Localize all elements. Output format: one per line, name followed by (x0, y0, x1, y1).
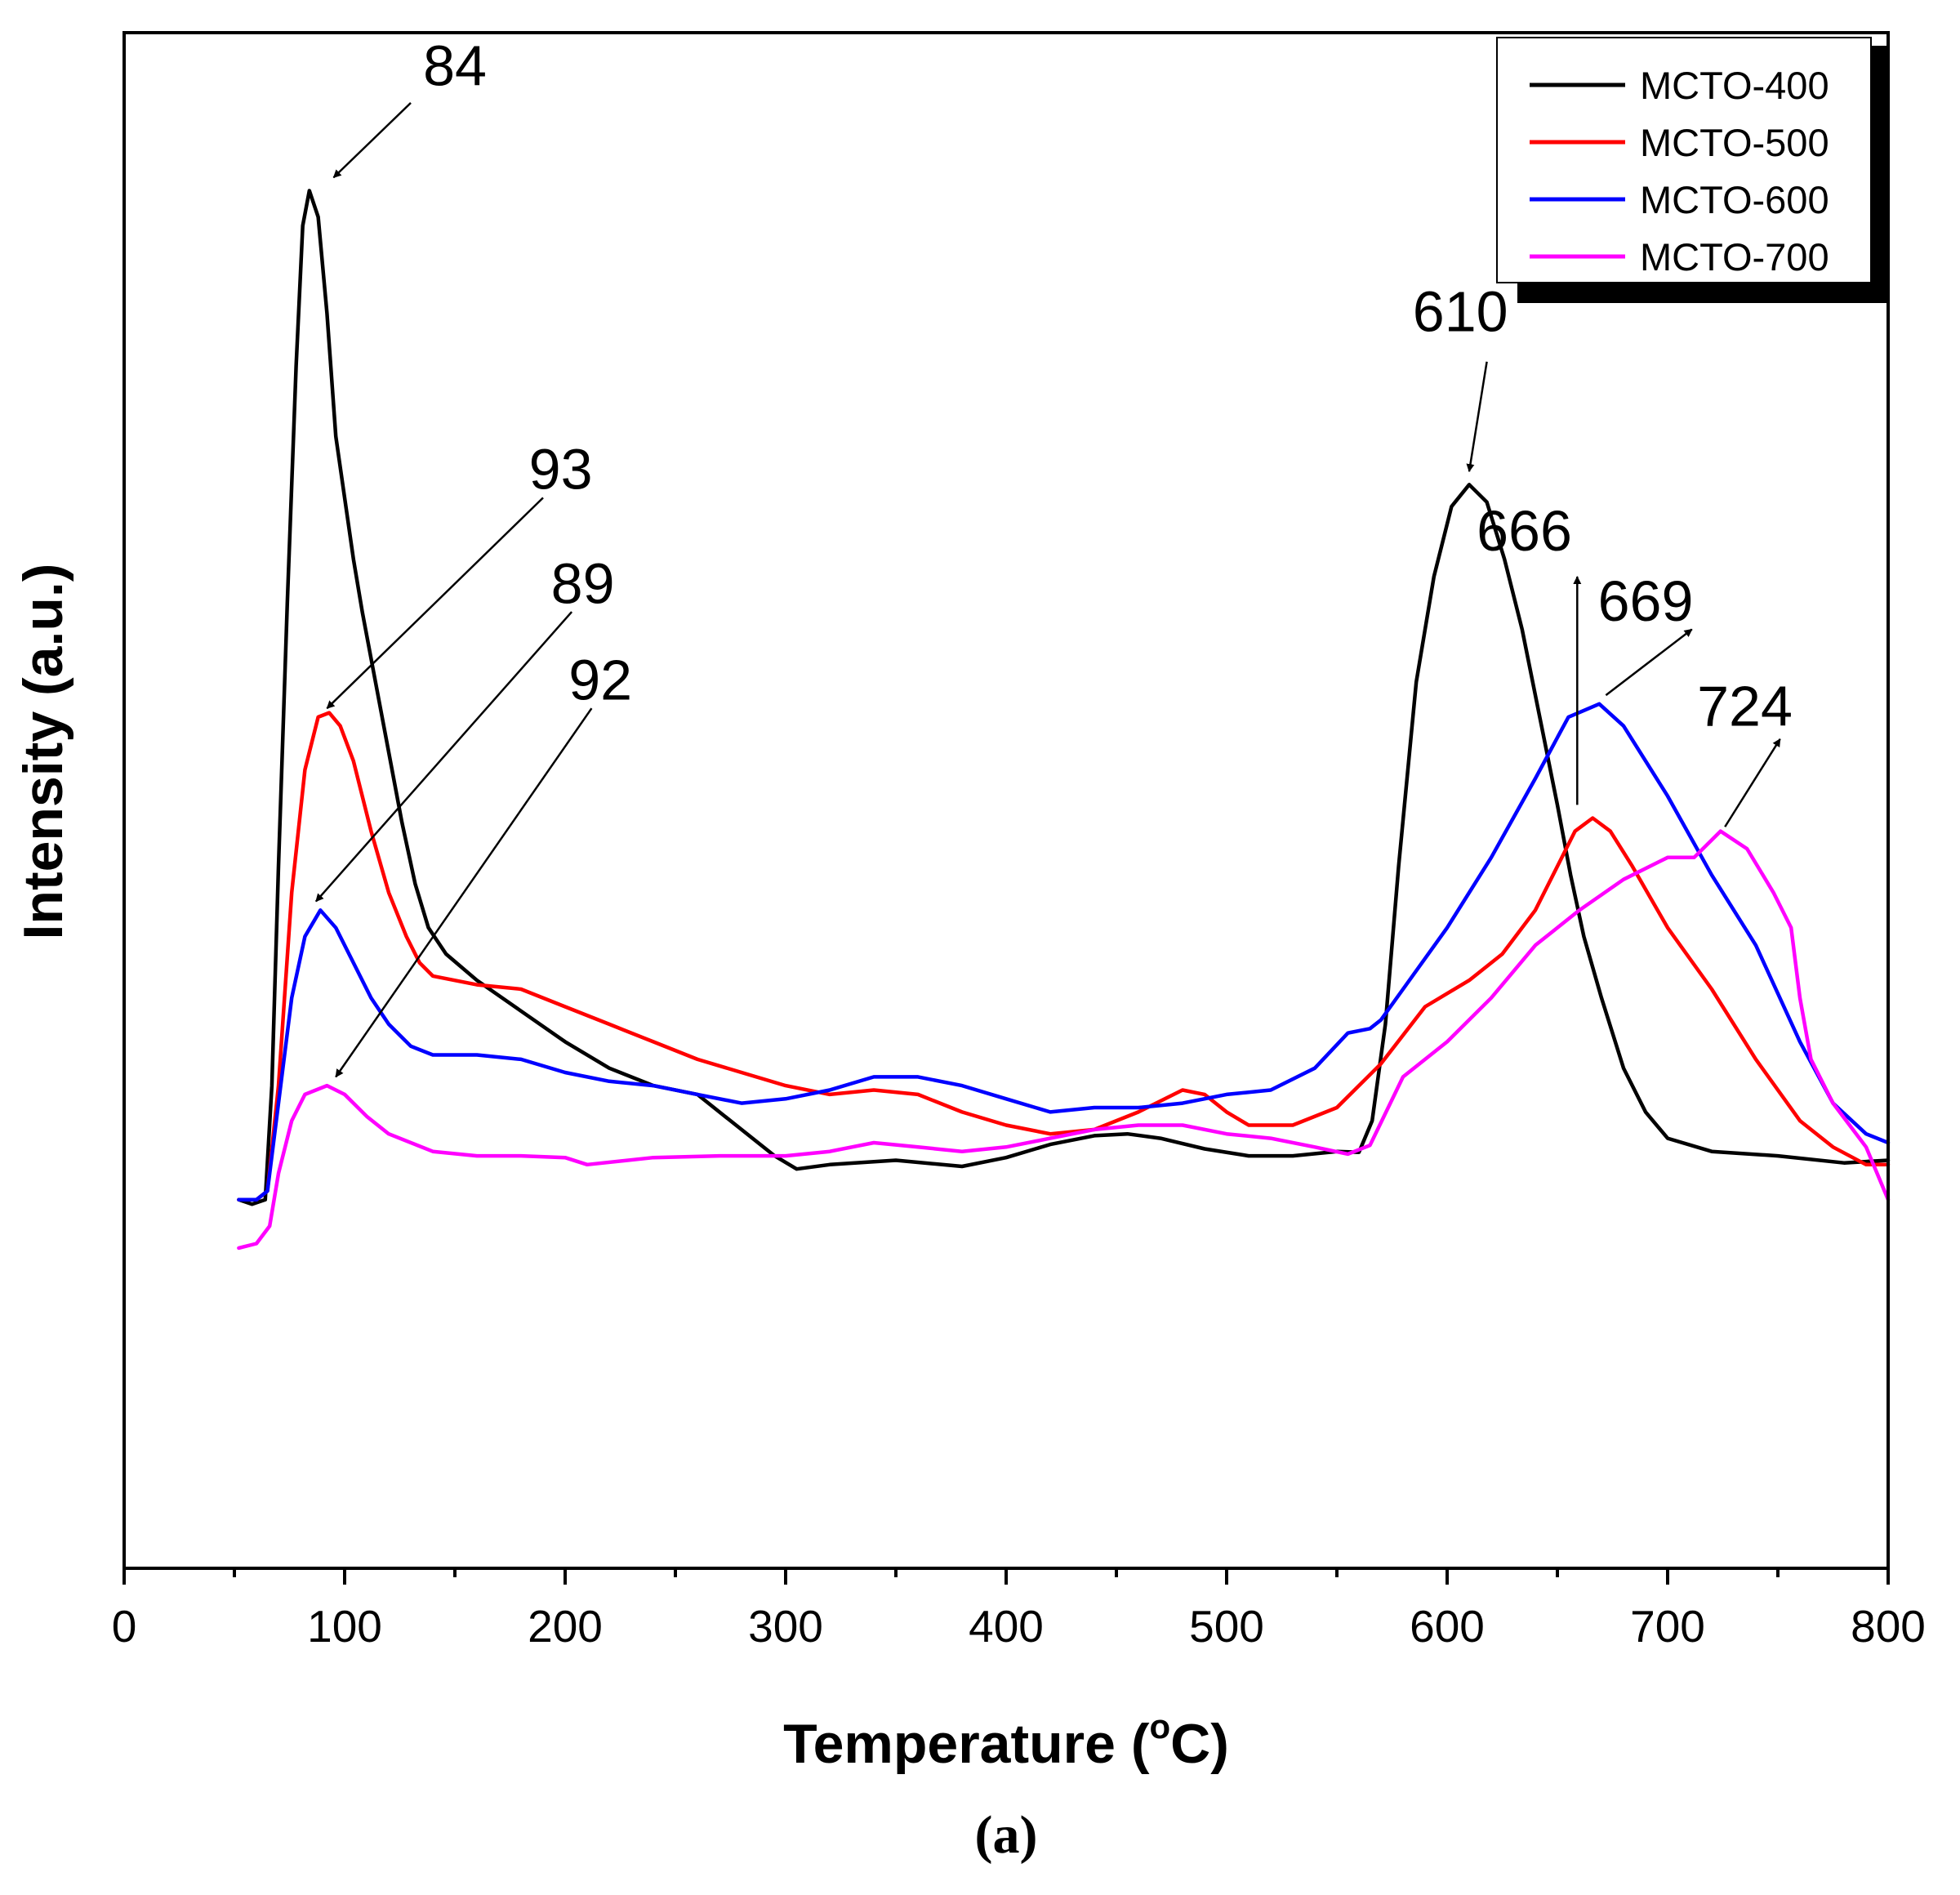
legend-items: MCTO-400 MCTO-500 MCTO-600 MCTO-700 (1530, 64, 1829, 279)
annotation-arrow-610 (1466, 361, 1488, 473)
annotation-label-724: 724 (1697, 675, 1793, 738)
figure-caption: (a) (975, 1805, 1038, 1865)
x-tick-label-0: 0 (112, 1601, 137, 1652)
x-axis-title-tail: C) (1170, 1713, 1229, 1775)
x-axis-title: Temperature (oC) (783, 1707, 1229, 1775)
annotation-arrow-669 (1605, 628, 1693, 697)
annotation-arrow-89 (314, 611, 573, 903)
x-tick-label-100: 100 (307, 1601, 382, 1652)
legend: MCTO-400 MCTO-500 MCTO-600 MCTO-700 (1496, 37, 1888, 303)
x-axis-title-sup: o (1150, 1707, 1171, 1746)
x-tick-label-300: 300 (748, 1601, 823, 1652)
x-tick-label-600: 600 (1410, 1601, 1485, 1652)
legend-label-mcto-600: MCTO-600 (1640, 178, 1829, 221)
x-tick-label-200: 200 (528, 1601, 603, 1652)
annotation-arrow-93 (326, 497, 544, 710)
x-tick-label-800: 800 (1851, 1601, 1926, 1652)
legend-label-mcto-700: MCTO-700 (1640, 235, 1829, 279)
legend-label-mcto-400: MCTO-400 (1640, 64, 1829, 107)
x-axis-ticks: 0 100 200 300 400 500 600 700 800 (112, 1568, 1926, 1652)
annotation-arrow-724 (1724, 738, 1781, 827)
x-tick-label-500: 500 (1189, 1601, 1264, 1652)
annotation-arrow-84 (332, 102, 412, 179)
series-line-mcto-400 (237, 189, 1891, 1206)
series-layer (237, 189, 1891, 1251)
annotation-arrow-92 (335, 707, 593, 1078)
x-axis-title-main: Temperature ( (783, 1713, 1150, 1775)
x-tick-label-400: 400 (969, 1601, 1044, 1652)
y-axis-title: Intensity (a.u.) (12, 564, 74, 940)
x-tick-label-700: 700 (1630, 1601, 1705, 1652)
annotation-label-89: 89 (551, 551, 615, 615)
series-line-mcto-600 (237, 702, 1891, 1202)
legend-box (1496, 37, 1872, 283)
annotation-label-93: 93 (529, 438, 593, 502)
annotation-label-666: 666 (1477, 499, 1572, 563)
series-line-mcto-500 (237, 711, 1891, 1202)
annotation-label-84: 84 (423, 33, 487, 97)
annotation-label-610: 610 (1413, 279, 1508, 343)
annotation-label-92: 92 (568, 648, 632, 711)
annotation-label-669: 669 (1598, 569, 1694, 633)
legend-label-mcto-500: MCTO-500 (1640, 121, 1829, 164)
series-line-mcto-700 (237, 829, 1891, 1251)
